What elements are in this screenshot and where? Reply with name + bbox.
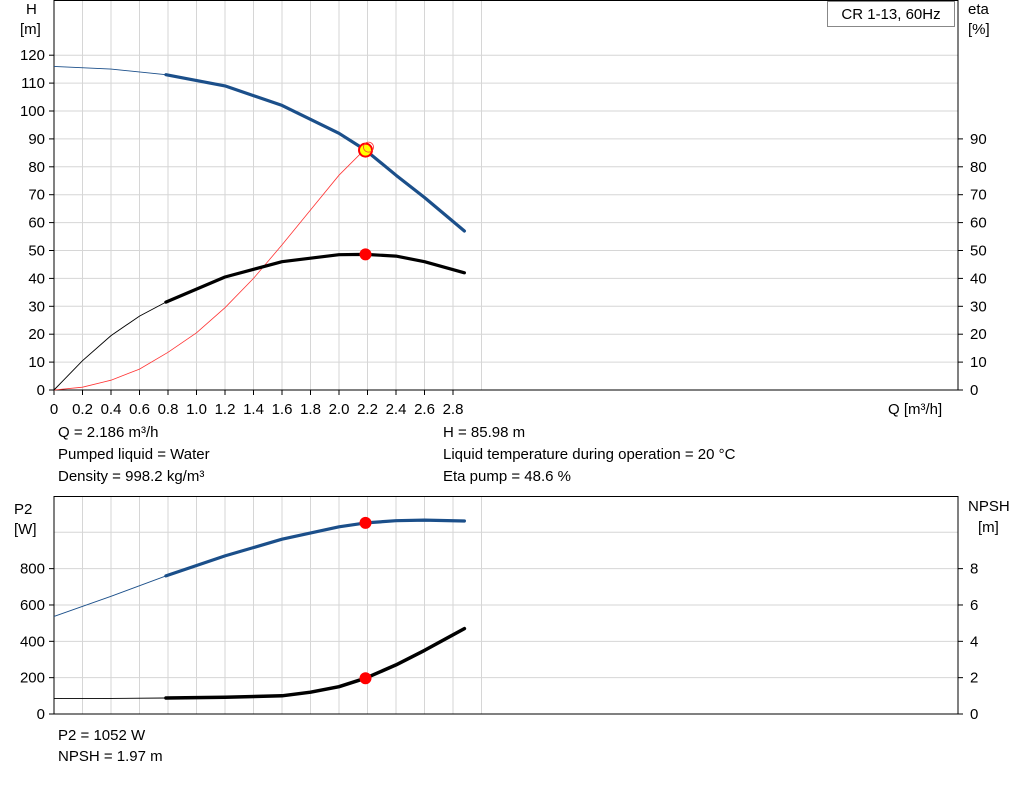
- y-axis-label-left: H: [26, 1, 37, 18]
- y-tick-label-left: 120: [20, 47, 45, 64]
- y-tick-label-right: 6: [970, 597, 978, 614]
- y-tick-label-left: 10: [28, 354, 45, 371]
- y-tick-label-left: 40: [28, 270, 45, 287]
- y-tick-label-right: 40: [970, 270, 987, 287]
- y-tick-label-left: 70: [28, 187, 45, 204]
- x-tick-label: 0.8: [158, 401, 179, 418]
- y-axis-label-right: eta: [968, 1, 990, 18]
- y-tick-label-left: 110: [21, 75, 45, 92]
- x-tick-label: 1.2: [215, 401, 236, 418]
- info-liquid: Pumped liquid = Water: [58, 446, 210, 463]
- y-tick-label-right: 20: [970, 326, 987, 343]
- info-p2: P2 = 1052 W: [58, 727, 146, 744]
- y-tick-label-left: 80: [28, 159, 45, 176]
- y-tick-label-left: 20: [28, 326, 45, 343]
- x-tick-label: 2.2: [357, 401, 378, 418]
- x-tick-label: 0: [50, 401, 58, 418]
- y-tick-label-left: 50: [28, 243, 45, 260]
- y-axis-label-right: NPSH: [968, 498, 1010, 515]
- y-axis-unit-right: [m]: [978, 519, 999, 536]
- x-tick-label: 1.4: [243, 401, 264, 418]
- y-tick-label-left: 0: [37, 382, 45, 399]
- x-tick-label: 2.8: [443, 401, 464, 418]
- y-tick-label-right: 2: [970, 670, 978, 687]
- y-tick-label-right: 4: [970, 633, 978, 650]
- series-eta-line: [53, 148, 366, 391]
- y-tick-label-left: 800: [20, 561, 45, 578]
- y-tick-label-right: 70: [970, 187, 987, 204]
- info-flow: Q = 2.186 m³/h: [58, 424, 159, 441]
- y-tick-label-right: 60: [970, 215, 987, 232]
- operating-point-p2-marker: [359, 516, 372, 529]
- y-tick-label-left: 400: [20, 633, 45, 650]
- x-tick-label: 2.4: [386, 401, 407, 418]
- y-axis-unit-right: [%]: [968, 21, 990, 38]
- series-eta-pump-line-thin: [53, 253, 465, 391]
- y-tick-label-right: 0: [970, 382, 978, 399]
- y-axis-label-left: P2: [14, 501, 32, 518]
- operating-point-eta-marker: [363, 141, 374, 153]
- series-npsh-line-thin: [53, 628, 465, 700]
- y-tick-label-left: 90: [28, 131, 45, 148]
- y-tick-label-right: 10: [970, 354, 987, 371]
- info-head: H = 85.98 m: [443, 424, 526, 441]
- series-h-line-solid: [164, 73, 466, 233]
- y-tick-label-left: 600: [20, 597, 45, 614]
- y-tick-label-left: 100: [20, 103, 45, 120]
- y-tick-label-right: 90: [970, 131, 987, 148]
- y-tick-label-left: 30: [28, 298, 45, 315]
- y-tick-label-right: 30: [970, 298, 987, 315]
- info-density: Density = 998.2 kg/m³: [58, 468, 205, 485]
- x-tick-label: 0.6: [129, 401, 150, 418]
- y-tick-label-left: 200: [20, 670, 45, 687]
- operating-point-head-marker: [358, 142, 374, 158]
- info-temperature: Liquid temperature during operation = 20…: [443, 446, 736, 463]
- y-tick-label-right: 50: [970, 243, 987, 260]
- x-tick-label: 0.4: [101, 401, 122, 418]
- series-p2-line-solid: [164, 518, 466, 578]
- legend-label: CR 1-13, 60Hz: [827, 1, 955, 27]
- y-axis-unit-left: [W]: [14, 521, 37, 538]
- info-npsh: NPSH = 1.97 m: [58, 748, 163, 765]
- plot-frame: [53, 0, 959, 391]
- x-tick-label: 1.8: [300, 401, 321, 418]
- operating-point-npsh-marker: [359, 672, 372, 685]
- x-tick-label: 0.2: [72, 401, 93, 418]
- y-tick-label-right: 8: [970, 561, 978, 578]
- info-eta: Eta pump = 48.6 %: [443, 468, 571, 485]
- series-npsh-line-solid: [164, 626, 467, 700]
- y-tick-label-left: 60: [28, 215, 45, 232]
- x-tick-label: 2.0: [329, 401, 350, 418]
- y-tick-label-right: 0: [970, 706, 978, 723]
- operating-point-eta-pump-marker: [359, 248, 372, 261]
- y-tick-label-left: 0: [37, 706, 45, 723]
- x-tick-label: 2.6: [414, 401, 435, 418]
- y-axis-unit-left: [m]: [20, 21, 41, 38]
- x-tick-label: 1.6: [272, 401, 293, 418]
- series-h-line-thin: [53, 65, 465, 232]
- y-tick-label-right: 80: [970, 159, 987, 176]
- x-axis-label: Q [m³/h]: [888, 401, 942, 418]
- series-eta-pump-line-solid: [164, 252, 466, 304]
- x-tick-label: 1.0: [186, 401, 207, 418]
